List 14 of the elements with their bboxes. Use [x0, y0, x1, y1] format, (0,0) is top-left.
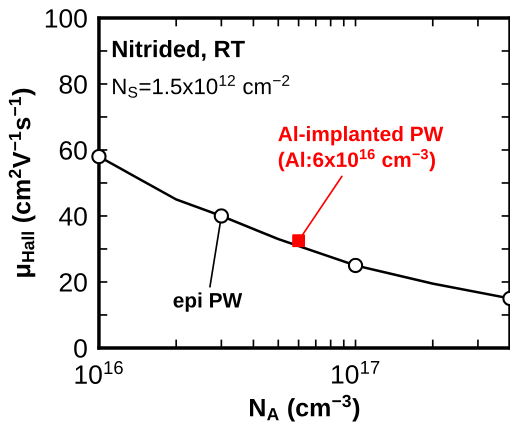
y-tick-label: 80	[60, 75, 87, 94]
annotation: Al-implanted PW (Al:6x10$^{16}$ cm$^{−3}$)	[278, 126, 444, 172]
annotation: epi PW	[174, 292, 242, 312]
x-tick-label: 10$^{16}$	[75, 361, 123, 384]
y-tick-label: 20	[60, 273, 87, 292]
x-tick-label: 10$^{17}$	[332, 361, 380, 384]
text: μ$_{Hall}$ (cm$^{2}$V$^{−1}$s$^{−1}$)	[8, 88, 36, 277]
annotation: Nitrided, RT	[112, 40, 245, 61]
y-tick-label: 60	[60, 141, 87, 160]
y-tick-label: 40	[59, 207, 87, 226]
annotation: N$_{S}$=1.5x10$^{12}$ cm$^{−2}$	[113, 74, 290, 98]
y-tick-label: 100	[46, 9, 87, 28]
y-tick-label: 0	[74, 339, 87, 358]
x-axis-title: N$_{A}$ (cm$^{−3}$)	[250, 394, 360, 422]
